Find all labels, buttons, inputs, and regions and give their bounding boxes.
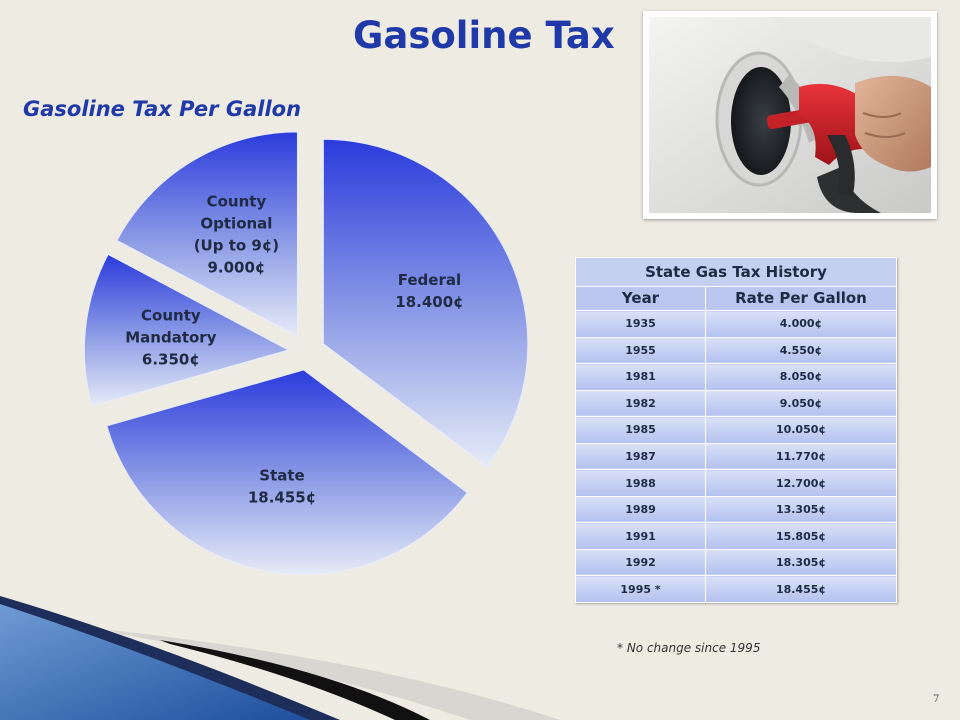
table-row: 1988 12.700¢ xyxy=(575,469,897,497)
year-cell: 1987 xyxy=(575,442,706,471)
pie-label-county-optional: County Optional (Up to 9¢) 9.000¢ xyxy=(194,193,279,277)
year-cell: 1935 xyxy=(575,310,706,338)
year-cell: 1992 xyxy=(575,548,706,577)
year-cell: 1981 xyxy=(575,363,706,391)
footnote: * No change since 1995 xyxy=(617,641,761,655)
rate-cell: 4.550¢ xyxy=(705,336,897,365)
pie-slice-county-optional xyxy=(115,130,299,338)
table-caption: State Gas Tax History xyxy=(575,257,897,287)
pie-label-state: State 18.455¢ xyxy=(248,467,316,507)
table-row: 1982 9.050¢ xyxy=(575,389,897,418)
page-number: 7 xyxy=(933,694,940,705)
rate-cell: 9.050¢ xyxy=(705,389,897,418)
rate-cell: 18.305¢ xyxy=(705,548,897,577)
rate-cell: 4.000¢ xyxy=(705,310,897,338)
pie-slice-county-mandatory xyxy=(83,253,292,408)
table-row: 1981 8.050¢ xyxy=(575,363,897,391)
table-row: 1991 15.805¢ xyxy=(575,522,897,550)
table-row: 1992 18.305¢ xyxy=(575,548,897,577)
table-row: 1935 4.000¢ xyxy=(575,310,897,338)
table-row: 1955 4.550¢ xyxy=(575,336,897,365)
state-gas-tax-history-table: State Gas Tax History Year Rate Per Gall… xyxy=(575,257,897,603)
year-cell: 1991 xyxy=(575,522,706,550)
table-row: 1989 13.305¢ xyxy=(575,495,897,524)
year-cell: 1955 xyxy=(575,336,706,365)
rate-cell: 18.455¢ xyxy=(705,575,897,603)
year-cell: 1985 xyxy=(575,416,706,444)
table-row: 1985 10.050¢ xyxy=(575,416,897,444)
rate-cell: 13.305¢ xyxy=(705,495,897,524)
year-cell: 1995 * xyxy=(575,575,706,603)
year-cell: 1988 xyxy=(575,469,706,497)
rate-cell: 11.770¢ xyxy=(705,442,897,471)
fuel-nozzle-photo xyxy=(649,17,931,213)
year-cell: 1989 xyxy=(575,495,706,524)
pie-label-federal: Federal 18.400¢ xyxy=(395,271,463,311)
page-title: Gasoline Tax xyxy=(353,14,615,57)
photo-frame xyxy=(643,11,937,219)
pie-label-county-mandatory: County Mandatory 6.350¢ xyxy=(125,307,216,369)
column-header-year: Year xyxy=(575,285,706,312)
rate-cell: 8.050¢ xyxy=(705,363,897,391)
table-row: 1987 11.770¢ xyxy=(575,442,897,471)
column-header-rate: Rate Per Gallon xyxy=(705,285,897,312)
rate-cell: 12.700¢ xyxy=(705,469,897,497)
pie-slice-state xyxy=(105,368,469,576)
pie-slice-federal xyxy=(322,138,529,469)
table-row: 1995 * 18.455¢ xyxy=(575,575,897,603)
year-cell: 1982 xyxy=(575,389,706,418)
chart-subtitle: Gasoline Tax Per Gallon xyxy=(23,97,302,121)
rate-cell: 15.805¢ xyxy=(705,522,897,550)
rate-cell: 10.050¢ xyxy=(705,416,897,444)
